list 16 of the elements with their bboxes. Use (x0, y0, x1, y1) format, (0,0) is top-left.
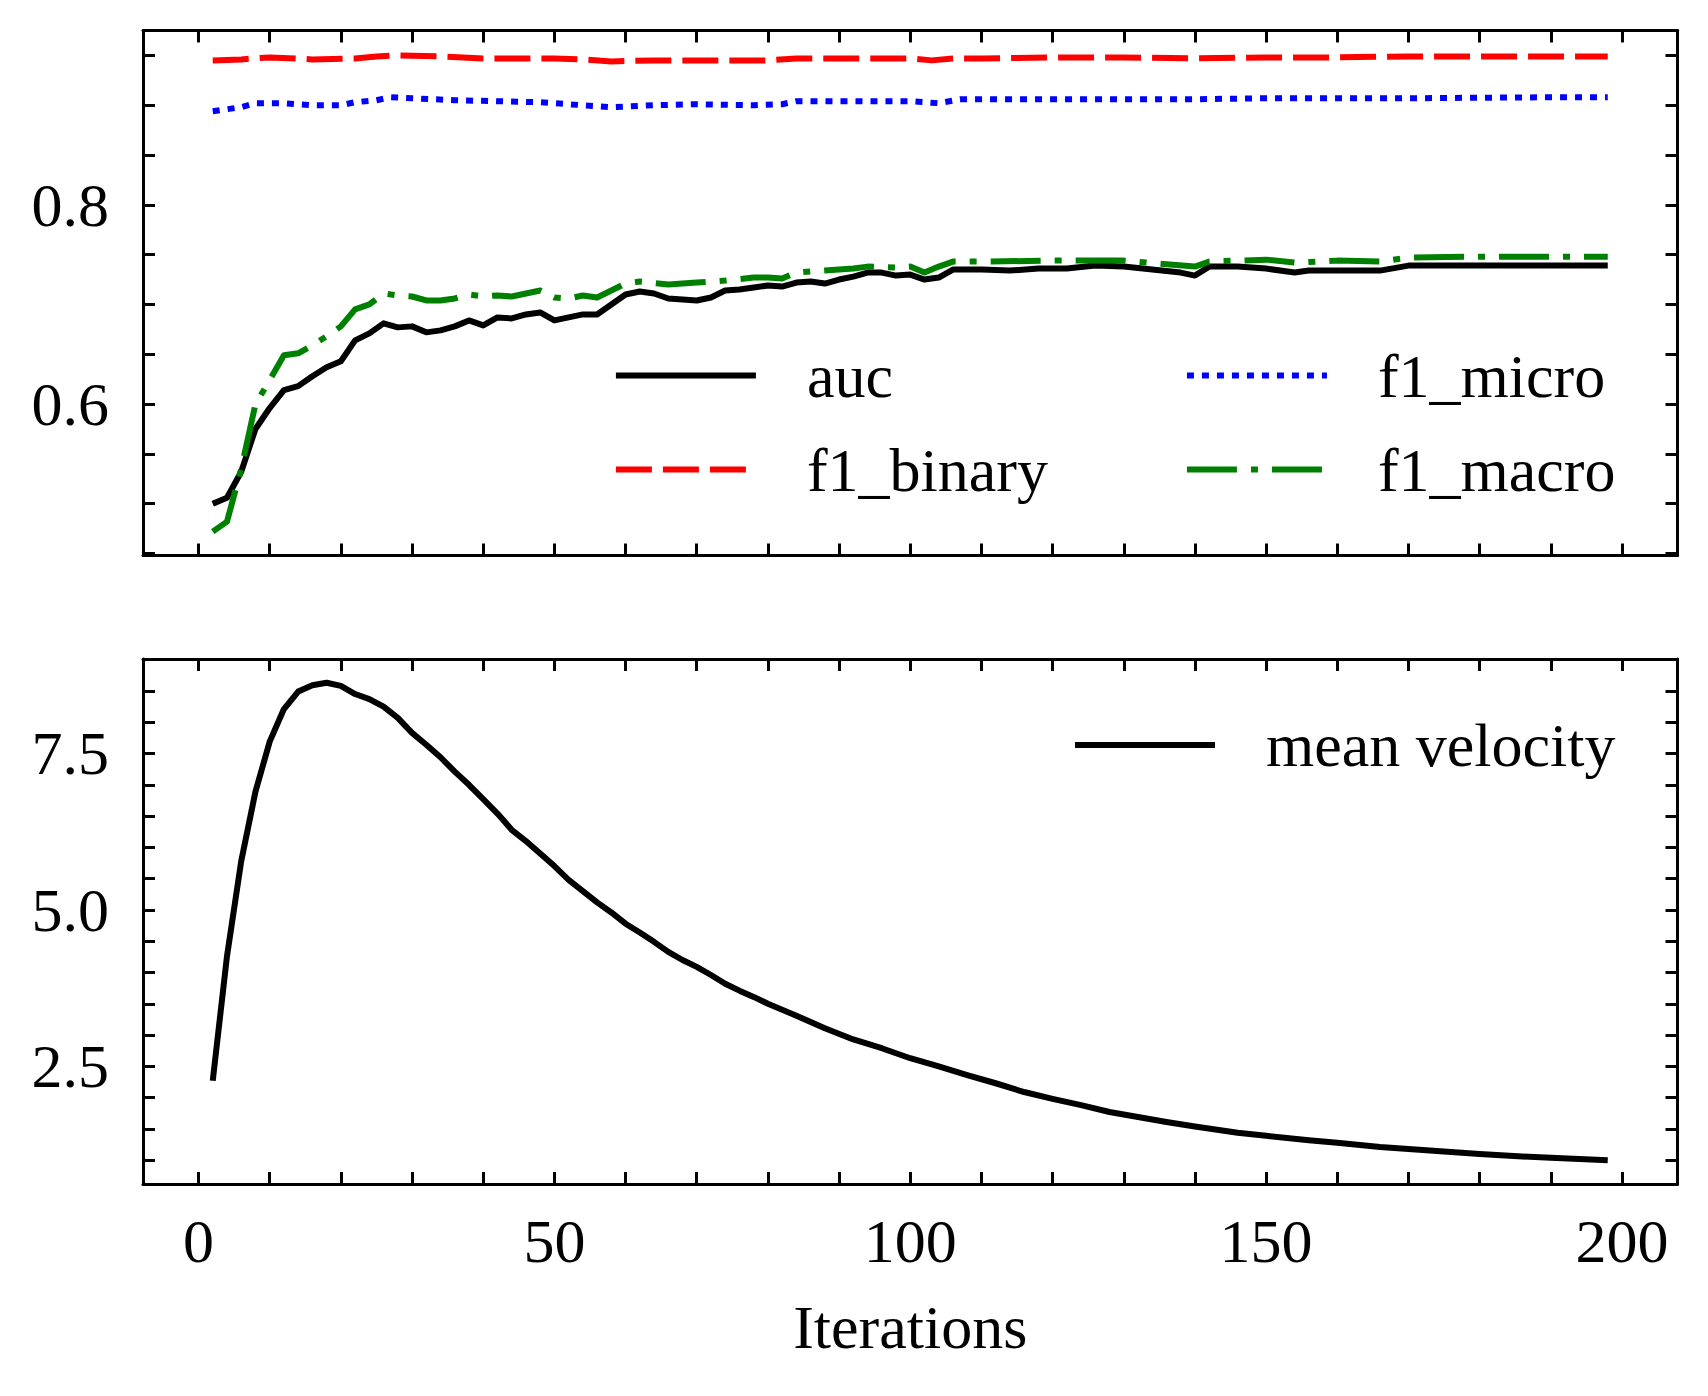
x-tick-label: 50 (523, 1207, 586, 1275)
x-tick-label: 150 (1219, 1207, 1313, 1275)
legend-label: mean velocity (1266, 711, 1616, 779)
y-tick-label: 0.8 (31, 170, 109, 239)
legend-label: f1_micro (1377, 341, 1606, 410)
y-tick-label: 0.6 (31, 370, 109, 439)
x-axis-title: Iterations (793, 1293, 1028, 1361)
y-tick-label: 7.5 (31, 719, 109, 788)
legend-label: auc (806, 341, 893, 410)
y-tick-label: 2.5 (31, 1032, 109, 1101)
y-tick-label: 5.0 (31, 875, 109, 944)
x-tick-label: 200 (1575, 1207, 1669, 1275)
legend-label: f1_macro (1377, 435, 1616, 504)
legend-label: f1_binary (806, 435, 1048, 504)
x-tick-label: 100 (863, 1207, 957, 1275)
x-tick-label: 0 (183, 1207, 215, 1275)
